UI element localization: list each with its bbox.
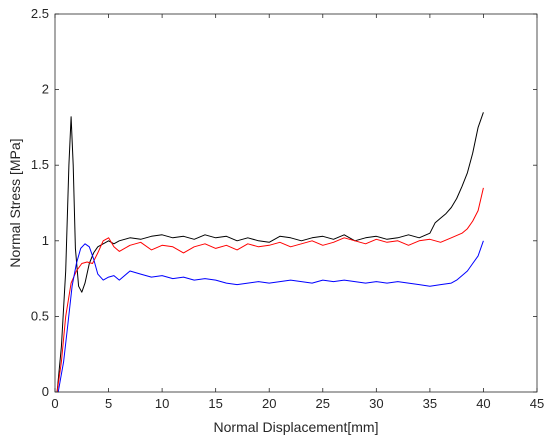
y-tick-label: 1 [42,233,49,248]
x-tick-label: 40 [476,396,490,411]
series-line-1 [56,112,484,393]
plot-background [55,14,537,392]
x-tick-label: 20 [262,396,276,411]
y-tick-label: 2.5 [31,6,49,21]
y-axis-label: Normal Stress [MPa] [7,138,23,267]
y-tick-label: 0.5 [31,308,49,323]
x-tick-label: 25 [316,396,330,411]
series-line-2 [56,187,484,393]
x-tick-label: 0 [51,396,58,411]
series-line-3 [57,240,484,393]
y-tick-label: 2 [42,82,49,97]
plot-frame [54,13,538,393]
x-tick-label: 10 [155,396,169,411]
x-axis-label: Normal Displacement[mm] [214,419,379,435]
ticks-layer: 0 5 10 15 20 25 30 35 40 45 0 0.5 1 1.5 2 2.5 [31,6,544,411]
series-layer [56,112,484,393]
x-tick-label: 35 [423,396,437,411]
x-tick-label: 5 [105,396,112,411]
x-tick-label: 45 [530,396,544,411]
y-tick-label: 1.5 [31,157,49,172]
x-tick-label: 15 [208,396,222,411]
x-tick-label: 30 [369,396,383,411]
y-tick-label: 0 [42,384,49,399]
